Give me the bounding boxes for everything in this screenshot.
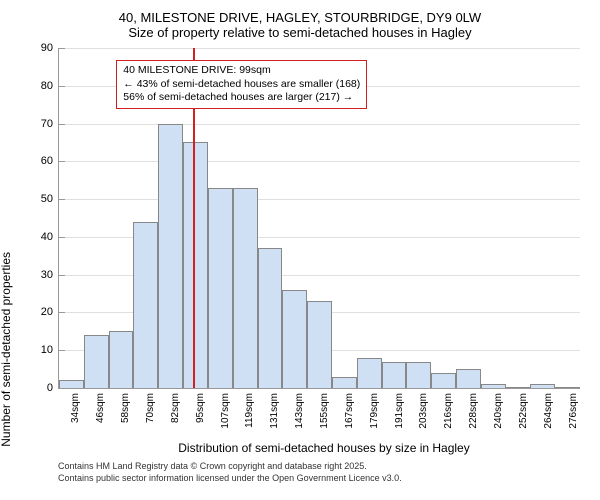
chart-title-main: 40, MILESTONE DRIVE, HAGLEY, STOURBRIDGE… — [10, 10, 590, 25]
y-tick-label: 60 — [29, 155, 53, 167]
histogram-bar — [357, 358, 382, 388]
plot-area: 40 MILESTONE DRIVE: 99sqm ← 43% of semi-… — [58, 48, 580, 389]
chart-title-sub: Size of property relative to semi-detach… — [10, 25, 590, 40]
histogram-bar — [282, 290, 307, 388]
x-tick-label: 58sqm — [120, 393, 131, 423]
annotation-line-2: ← 43% of semi-detached houses are smalle… — [123, 78, 360, 92]
y-tick-label: 30 — [29, 269, 53, 281]
x-tick-label: 155sqm — [319, 393, 330, 429]
histogram-bar — [208, 188, 233, 388]
histogram-bar — [109, 331, 134, 388]
x-tick-label: 203sqm — [418, 393, 429, 429]
x-tick-label: 216sqm — [443, 393, 454, 429]
x-tick-label: 191sqm — [394, 393, 405, 429]
x-tick-label: 46sqm — [95, 393, 106, 423]
histogram-bar — [158, 124, 183, 388]
x-tick-label: 95sqm — [195, 393, 206, 423]
x-tick-label: 131sqm — [269, 393, 280, 429]
footer-line-1: Contains HM Land Registry data © Crown c… — [58, 461, 590, 473]
y-axis-label: Number of semi-detached properties — [0, 252, 13, 447]
histogram-bar — [183, 142, 208, 388]
y-tick-label: 50 — [29, 193, 53, 205]
histogram-bar — [406, 362, 431, 388]
annotation-line-3: 56% of semi-detached houses are larger (… — [123, 91, 360, 105]
x-tick-label: 119sqm — [244, 393, 255, 428]
y-tick-label: 90 — [29, 42, 53, 54]
y-tick-label: 10 — [29, 344, 53, 356]
attribution-footer: Contains HM Land Registry data © Crown c… — [58, 461, 590, 484]
y-tick-label: 80 — [29, 80, 53, 92]
annotation-line-1: 40 MILESTONE DRIVE: 99sqm — [123, 64, 360, 78]
x-tick-label: 167sqm — [344, 393, 355, 429]
x-tick-label: 264sqm — [543, 393, 554, 429]
x-tick-label: 143sqm — [294, 393, 305, 429]
annotation-box: 40 MILESTONE DRIVE: 99sqm ← 43% of semi-… — [116, 60, 367, 109]
histogram-bar — [133, 222, 158, 388]
x-tick-label: 252sqm — [518, 393, 529, 429]
y-tick-label: 20 — [29, 306, 53, 318]
histogram-bar — [506, 387, 531, 388]
histogram-bar — [431, 373, 456, 388]
histogram-bar — [481, 384, 506, 388]
x-tick-label: 82sqm — [170, 393, 181, 423]
x-tick-label: 34sqm — [70, 393, 81, 423]
property-size-histogram: 40, MILESTONE DRIVE, HAGLEY, STOURBRIDGE… — [10, 10, 590, 484]
histogram-bar — [456, 369, 481, 388]
x-tick-label: 107sqm — [220, 393, 231, 429]
x-axis-label: Distribution of semi-detached houses by … — [58, 441, 590, 455]
y-tick-label: 0 — [29, 382, 53, 394]
histogram-bar — [555, 387, 580, 388]
histogram-bar — [332, 377, 357, 388]
histogram-bar — [382, 362, 407, 388]
x-tick-label: 70sqm — [145, 393, 156, 423]
x-tick-label: 228sqm — [468, 393, 479, 429]
histogram-bar — [59, 380, 84, 388]
footer-line-2: Contains public sector information licen… — [58, 473, 590, 485]
x-axis-ticks: 34sqm 46sqm 58sqm 70sqm 82sqm 95sqm 107sqm 119s… — [58, 389, 580, 439]
y-tick-label: 40 — [29, 231, 53, 243]
histogram-bar — [258, 248, 283, 388]
histogram-bar — [530, 384, 555, 388]
y-tick-label: 70 — [29, 118, 53, 130]
x-tick-label: 179sqm — [369, 393, 380, 429]
histogram-bar — [307, 301, 332, 388]
histogram-bar — [84, 335, 109, 388]
x-tick-label: 240sqm — [493, 393, 504, 429]
x-tick-label: 276sqm — [568, 393, 579, 429]
histogram-bar — [233, 188, 258, 388]
